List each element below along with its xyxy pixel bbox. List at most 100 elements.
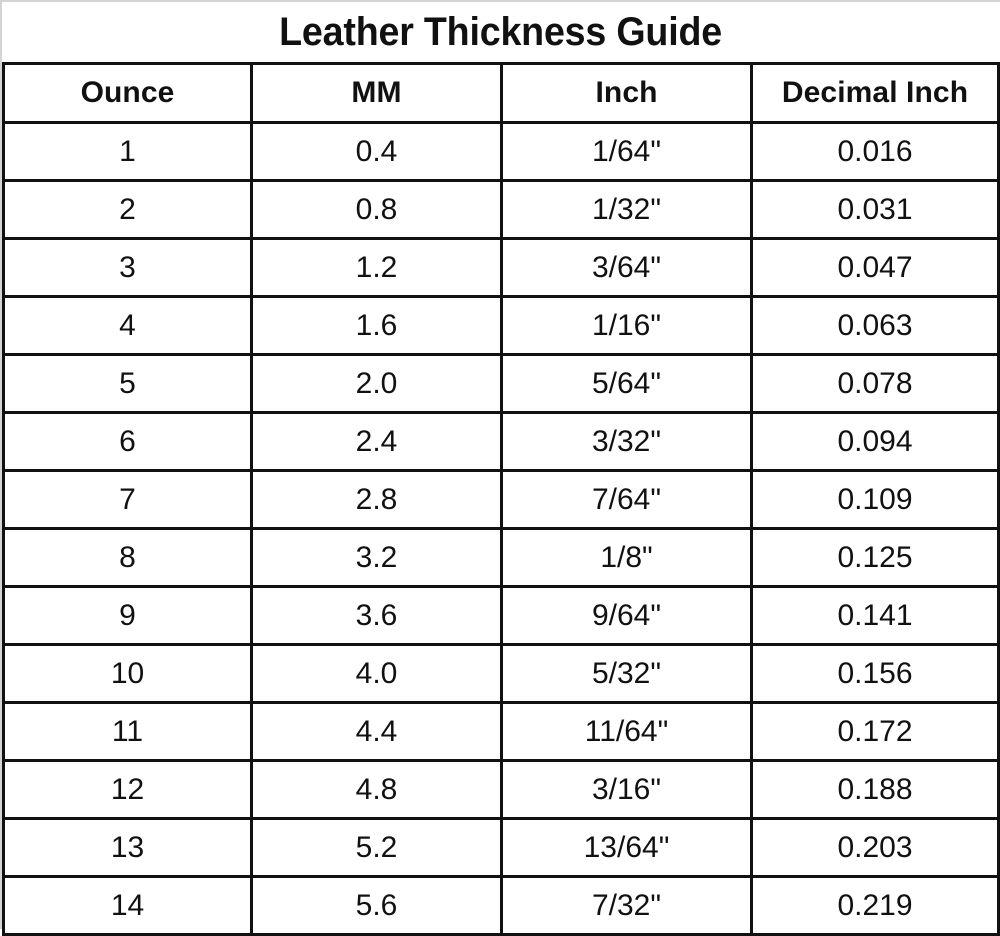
cell-inch-value: 9/64" — [591, 598, 662, 632]
cell-decimal-inch-value: 0.047 — [837, 250, 913, 284]
cell-mm: 4.4 — [250, 701, 503, 762]
cell-inch-value: 1/32" — [591, 192, 662, 226]
cell-inch: 7/64" — [500, 469, 753, 530]
table-header-row: Ounce MM Inch Decimal Inch — [2, 62, 1000, 124]
cell-ounce-value: 4 — [119, 308, 136, 342]
cell-decimal-inch: 0.063 — [750, 295, 1000, 356]
cell-decimal-inch: 0.219 — [750, 875, 1000, 936]
cell-mm: 0.8 — [250, 179, 503, 240]
cell-ounce-value: 7 — [119, 482, 136, 516]
cell-mm-value: 5.6 — [355, 888, 398, 922]
table-row: 6 2.4 3/32" 0.094 — [2, 411, 1000, 472]
cell-decimal-inch-value: 0.063 — [837, 308, 913, 342]
table-row: 10 4.0 5/32" 0.156 — [2, 643, 1000, 704]
table-row: 12 4.8 3/16" 0.188 — [2, 759, 1000, 820]
cell-inch-value: 1/8" — [600, 540, 653, 574]
cell-mm: 2.4 — [250, 411, 503, 472]
cell-decimal-inch-value: 0.219 — [837, 888, 913, 922]
cell-inch: 3/64" — [500, 237, 753, 298]
table-body: 1 0.4 1/64" 0.016 2 0.8 1/32" 0.031 3 1.… — [2, 121, 1000, 936]
cell-inch: 7/32" — [500, 875, 753, 936]
cell-mm-value: 5.2 — [355, 830, 398, 864]
cell-ounce: 14 — [2, 875, 253, 936]
page-title: Leather Thickness Guide — [279, 10, 723, 54]
cell-mm-value: 3.6 — [355, 598, 398, 632]
cell-inch: 1/8" — [500, 527, 753, 588]
cell-inch-value: 3/16" — [591, 772, 662, 806]
cell-inch-value: 11/64" — [584, 714, 669, 748]
cell-inch: 5/32" — [500, 643, 753, 704]
cell-decimal-inch-value: 0.109 — [837, 482, 913, 516]
cell-ounce-value: 10 — [110, 656, 145, 690]
cell-ounce: 3 — [2, 237, 253, 298]
column-header-mm: MM — [250, 62, 503, 124]
cell-ounce-value: 3 — [119, 250, 136, 284]
table-row: 14 5.6 7/32" 0.219 — [2, 875, 1000, 936]
cell-mm: 3.2 — [250, 527, 503, 588]
cell-mm-value: 1.2 — [355, 250, 398, 284]
cell-mm: 1.2 — [250, 237, 503, 298]
cell-mm: 4.8 — [250, 759, 503, 820]
cell-mm: 0.4 — [250, 121, 503, 182]
leather-thickness-table: Ounce MM Inch Decimal Inch 1 0.4 1/64" 0… — [2, 62, 1000, 936]
cell-inch: 5/64" — [500, 353, 753, 414]
table-row: 11 4.4 11/64" 0.172 — [2, 701, 1000, 762]
title-bar: Leather Thickness Guide — [2, 2, 1000, 62]
cell-ounce-value: 9 — [119, 598, 136, 632]
cell-decimal-inch-value: 0.016 — [837, 134, 913, 168]
cell-inch-value: 7/32" — [591, 888, 662, 922]
cell-decimal-inch-value: 0.094 — [837, 424, 913, 458]
table-row: 13 5.2 13/64" 0.203 — [2, 817, 1000, 878]
cell-mm-value: 4.8 — [355, 772, 398, 806]
cell-inch-value: 3/64" — [591, 250, 662, 284]
cell-inch: 1/64" — [500, 121, 753, 182]
cell-decimal-inch: 0.109 — [750, 469, 1000, 530]
cell-decimal-inch-value: 0.031 — [837, 192, 913, 226]
cell-ounce: 2 — [2, 179, 253, 240]
cell-mm-value: 2.8 — [355, 482, 398, 516]
cell-decimal-inch-value: 0.203 — [837, 830, 913, 864]
cell-mm: 5.2 — [250, 817, 503, 878]
cell-decimal-inch: 0.016 — [750, 121, 1000, 182]
table-row: 5 2.0 5/64" 0.078 — [2, 353, 1000, 414]
cell-ounce-value: 8 — [119, 540, 136, 574]
table-row: 3 1.2 3/64" 0.047 — [2, 237, 1000, 298]
cell-mm: 1.6 — [250, 295, 503, 356]
cell-mm-value: 0.8 — [355, 192, 398, 226]
cell-decimal-inch: 0.172 — [750, 701, 1000, 762]
cell-inch: 9/64" — [500, 585, 753, 646]
cell-inch-value: 3/32" — [591, 424, 662, 458]
cell-decimal-inch: 0.031 — [750, 179, 1000, 240]
cell-inch: 3/16" — [500, 759, 753, 820]
table-row: 2 0.8 1/32" 0.031 — [2, 179, 1000, 240]
cell-ounce: 7 — [2, 469, 253, 530]
cell-ounce: 11 — [2, 701, 253, 762]
cell-inch-value: 7/64" — [591, 482, 662, 516]
cell-inch: 11/64" — [500, 701, 753, 762]
column-header-inch: Inch — [500, 62, 753, 124]
cell-ounce: 1 — [2, 121, 253, 182]
cell-decimal-inch: 0.094 — [750, 411, 1000, 472]
cell-inch-value: 1/16" — [591, 308, 662, 342]
cell-decimal-inch-value: 0.172 — [837, 714, 913, 748]
cell-mm: 5.6 — [250, 875, 503, 936]
cell-decimal-inch: 0.156 — [750, 643, 1000, 704]
cell-decimal-inch-value: 0.141 — [837, 598, 913, 632]
cell-inch-value: 1/64" — [591, 134, 662, 168]
cell-ounce-value: 6 — [119, 424, 136, 458]
cell-decimal-inch-value: 0.078 — [837, 366, 913, 400]
table-row: 9 3.6 9/64" 0.141 — [2, 585, 1000, 646]
table-row: 4 1.6 1/16" 0.063 — [2, 295, 1000, 356]
cell-mm-value: 1.6 — [355, 308, 398, 342]
cell-inch: 1/32" — [500, 179, 753, 240]
cell-mm-value: 3.2 — [355, 540, 398, 574]
column-header-decimal-inch-label: Decimal Inch — [781, 76, 969, 109]
cell-ounce-value: 12 — [110, 772, 145, 806]
cell-ounce: 9 — [2, 585, 253, 646]
cell-ounce-value: 11 — [111, 714, 144, 748]
cell-ounce: 5 — [2, 353, 253, 414]
cell-decimal-inch-value: 0.125 — [837, 540, 913, 574]
cell-ounce-value: 14 — [110, 888, 145, 922]
cell-inch: 3/32" — [500, 411, 753, 472]
cell-inch: 13/64" — [500, 817, 753, 878]
